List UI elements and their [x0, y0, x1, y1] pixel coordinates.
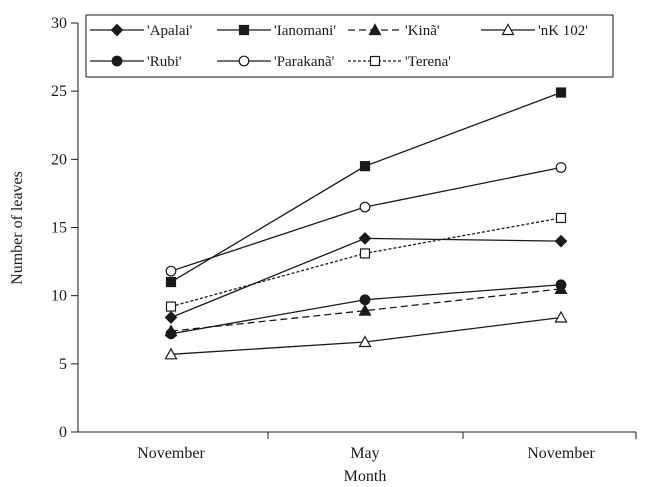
y-tick-label: 30 [51, 15, 67, 32]
y-tick-label: 10 [51, 288, 67, 305]
series-5 [165, 162, 567, 277]
legend-marker [238, 55, 250, 67]
legend-marker [111, 55, 123, 67]
data-point [165, 276, 177, 288]
y-axis-title: Number of leaves [9, 171, 26, 285]
series-4 [165, 279, 567, 340]
data-point [164, 347, 178, 360]
legend-box [85, 14, 614, 78]
data-point [555, 279, 567, 291]
data-point [359, 161, 371, 172]
x-ticks: November May November [137, 432, 637, 462]
legend-item: 'Ianomani' [217, 23, 336, 39]
legend-label: 'nK 102' [538, 23, 588, 39]
data-point [555, 212, 567, 224]
legend-item: 'Kinã' [348, 23, 440, 39]
y-tick-label: 25 [51, 83, 67, 100]
legend-item: 'Parakanã' [217, 54, 335, 70]
legend-item: 'Apalai' [90, 23, 193, 39]
x-tick-label: November [137, 445, 205, 462]
x-axis-title: Month [344, 468, 387, 485]
y-tick-label: 0 [59, 424, 67, 441]
data-point [555, 87, 567, 98]
y-tick-label: 5 [59, 356, 67, 373]
legend-marker [501, 23, 515, 36]
y-tick-label: 15 [51, 220, 67, 237]
legend-marker [110, 23, 124, 37]
data-point [358, 335, 372, 348]
legend-marker [368, 23, 382, 36]
data-point [359, 248, 371, 259]
data-point [358, 303, 372, 316]
legend-label: 'Kinã' [405, 23, 440, 39]
legend-label: 'Parakanã' [274, 54, 335, 70]
series-3 [164, 310, 568, 360]
y-ticks: 0 5 10 15 20 25 30 [51, 15, 78, 441]
data-point [164, 311, 178, 324]
legend-item: 'Rubi' [90, 54, 182, 70]
legend-item: 'nK 102' [481, 23, 588, 39]
data-point [165, 328, 177, 340]
series-0 [164, 232, 568, 324]
legend-label: 'Ianomani' [274, 23, 336, 39]
data-point [359, 201, 371, 213]
legend: 'Apalai' 'Ianomani' 'Kinã' 'nK 102' 'Rubi' 'P… [85, 14, 614, 78]
data-point [165, 301, 177, 312]
data-point [554, 234, 568, 248]
data-point [555, 162, 567, 173]
legend-label: 'Terena' [405, 54, 451, 70]
legend-label: 'Apalai' [147, 23, 193, 39]
data-point [358, 232, 372, 245]
series-6 [165, 212, 567, 312]
data-point [165, 265, 177, 277]
data-point [554, 310, 568, 323]
y-tick-label: 20 [51, 151, 67, 168]
data-point [359, 294, 371, 306]
legend-item: 'Terena' [348, 54, 451, 70]
x-tick-label: May [350, 445, 379, 462]
series-layer [164, 87, 568, 360]
axes [77, 23, 636, 433]
legend-marker [238, 24, 250, 36]
legend-marker [369, 55, 381, 67]
x-tick-label: November [527, 445, 595, 462]
legend-label: 'Rubi' [147, 54, 182, 70]
series-1 [165, 87, 567, 288]
